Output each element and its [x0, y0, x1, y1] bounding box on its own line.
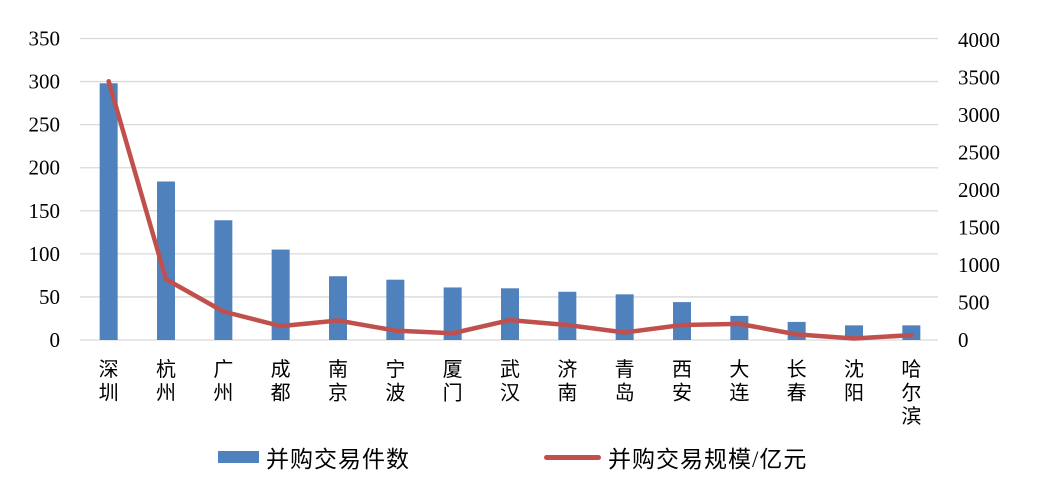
bar — [386, 279, 405, 340]
bar — [902, 325, 921, 340]
category-label: 宁波 — [385, 358, 405, 405]
bar — [99, 83, 118, 341]
combo-chart-plot: 0501001502002503003500500100015002000250… — [29, 27, 1001, 429]
category-label: 哈尔滨 — [901, 358, 921, 428]
bar — [730, 315, 749, 340]
category-label: 深圳 — [99, 358, 119, 405]
right-axis-tick-label: 0 — [958, 328, 969, 352]
right-axis-tick-label: 3500 — [958, 66, 1000, 90]
bar-series-swatch — [218, 451, 259, 463]
bar-series-label: 并购交易件数 — [266, 447, 410, 472]
category-label: 武汉 — [500, 358, 520, 405]
left-axis-tick-label: 350 — [29, 27, 61, 51]
category-label: 长春 — [787, 358, 807, 405]
bar — [271, 249, 290, 340]
category-label: 广州 — [213, 358, 233, 405]
category-label: 成都 — [271, 358, 291, 405]
category-label: 杭州 — [156, 358, 176, 405]
right-axis-tick-label: 2000 — [958, 178, 1000, 202]
bar — [501, 288, 519, 340]
category-label: 南京 — [328, 358, 348, 405]
line-series-label: 并购交易规模/亿元 — [608, 447, 808, 472]
category-label: 西安 — [672, 359, 692, 405]
legend-item-deal-size: 并购交易规模/亿元 — [544, 447, 807, 472]
category-label: 济南 — [557, 358, 577, 405]
bar — [615, 294, 634, 340]
category-label: 沈阳 — [844, 358, 864, 405]
category-label: 青岛 — [615, 358, 635, 405]
left-axis-tick-label: 300 — [29, 70, 61, 94]
bar — [157, 181, 175, 340]
category-label: 厦门 — [443, 359, 463, 405]
category-label: 大连 — [729, 358, 749, 405]
right-axis-tick-label: 3000 — [958, 103, 1000, 127]
left-axis-tick-label: 0 — [50, 328, 61, 352]
left-axis-tick-label: 100 — [29, 242, 61, 266]
left-axis-tick-label: 150 — [29, 199, 61, 223]
bar — [329, 276, 347, 340]
right-axis-tick-label: 500 — [958, 291, 990, 315]
left-axis-tick-label: 250 — [29, 113, 61, 137]
legend-item-deal-count: 并购交易件数 — [218, 447, 410, 472]
right-axis-tick-label: 4000 — [958, 28, 1000, 52]
bar — [214, 220, 233, 340]
bar — [673, 302, 691, 340]
line-series — [106, 79, 914, 341]
right-axis-tick-label: 1500 — [958, 216, 1000, 240]
left-axis-tick-label: 200 — [29, 156, 61, 180]
right-axis-tick-label: 2500 — [958, 141, 1000, 165]
left-axis-tick-label: 50 — [39, 285, 60, 309]
bar — [558, 291, 577, 340]
right-axis-tick-label: 1000 — [958, 253, 1000, 277]
bar — [443, 287, 462, 340]
line-series-swatch — [544, 454, 601, 460]
